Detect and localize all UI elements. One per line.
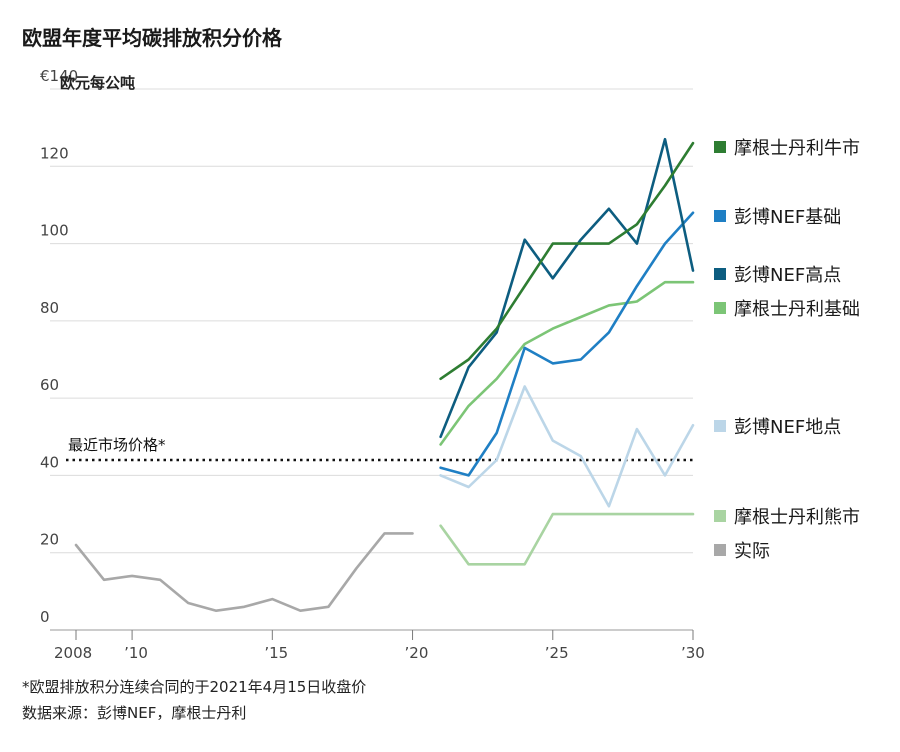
- legend-item: 摩根士丹利熊市: [714, 503, 860, 529]
- legend-swatch: [714, 302, 726, 314]
- legend-item: 彭博NEF高点: [714, 261, 841, 287]
- source-note: 数据来源：彭博NEF，摩根士丹利: [22, 704, 247, 722]
- footnote: *欧盟排放积分连续合同的于2021年4月15日收盘价: [22, 678, 367, 696]
- legend-swatch: [714, 510, 726, 522]
- legend-item: 实际: [714, 537, 770, 563]
- legend-item: 摩根士丹利牛市: [714, 134, 860, 160]
- legend-label: 彭博NEF基础: [734, 207, 842, 228]
- y-tick-label: 0: [40, 608, 50, 626]
- legend-label: 彭博NEF高点: [734, 265, 842, 286]
- series-line: [439, 211, 695, 477]
- legend-label: 彭博NEF地点: [734, 417, 842, 438]
- chart: €140 120 100 80 60 40 20 0 欧元每公吨 2008 ’10 ’15 ’20 ’…: [40, 67, 705, 662]
- legend-label: 摩根士丹利基础: [734, 299, 860, 320]
- reference-line: 最近市场价格*: [66, 436, 693, 462]
- x-tick-label: ’25: [545, 644, 569, 662]
- legend-label: 实际: [734, 541, 770, 562]
- x-tick-label: 2008: [54, 644, 92, 662]
- series-lines: [74, 137, 695, 613]
- y-tick-label: 100: [40, 222, 69, 240]
- legend-swatch: [714, 420, 726, 432]
- series-line: [439, 141, 695, 381]
- x-tick-label: ’10: [124, 644, 148, 662]
- y-tick-label: 40: [40, 453, 59, 471]
- legend-label: 摩根士丹利熊市: [734, 507, 860, 528]
- grid: [50, 88, 693, 631]
- y-tick-label: €140: [40, 67, 78, 85]
- series-line: [439, 280, 695, 446]
- chart-title: 欧盟年度平均碳排放积分价格: [22, 26, 282, 50]
- y-tick-label: 60: [40, 376, 59, 394]
- legend-swatch: [714, 544, 726, 556]
- legend-item: 摩根士丹利基础: [714, 295, 860, 321]
- y-tick-label: 120: [40, 144, 69, 162]
- legend-swatch: [714, 268, 726, 280]
- legend-swatch: [714, 141, 726, 153]
- y-tick-label: 80: [40, 299, 59, 317]
- series-line: [74, 532, 414, 613]
- x-tick-label: ’30: [681, 644, 705, 662]
- x-axis: 2008 ’10 ’15 ’20 ’25 ’30: [54, 630, 705, 662]
- legend-swatch: [714, 210, 726, 222]
- y-tick-label: 20: [40, 531, 59, 549]
- reference-line-label: 最近市场价格*: [68, 436, 166, 454]
- legend-item: 彭博NEF基础: [714, 203, 841, 229]
- series-line: [439, 512, 695, 566]
- series-line: [439, 385, 695, 508]
- legend-label: 摩根士丹利牛市: [734, 138, 860, 159]
- legend-item: 彭博NEF地点: [714, 413, 841, 439]
- x-tick-label: ’20: [405, 644, 429, 662]
- y-axis-unit-label: 欧元每公吨: [60, 74, 135, 92]
- y-axis-ticks: €140 120 100 80 60 40 20 0: [40, 67, 78, 626]
- x-tick-label: ’15: [264, 644, 288, 662]
- series-line: [439, 137, 695, 439]
